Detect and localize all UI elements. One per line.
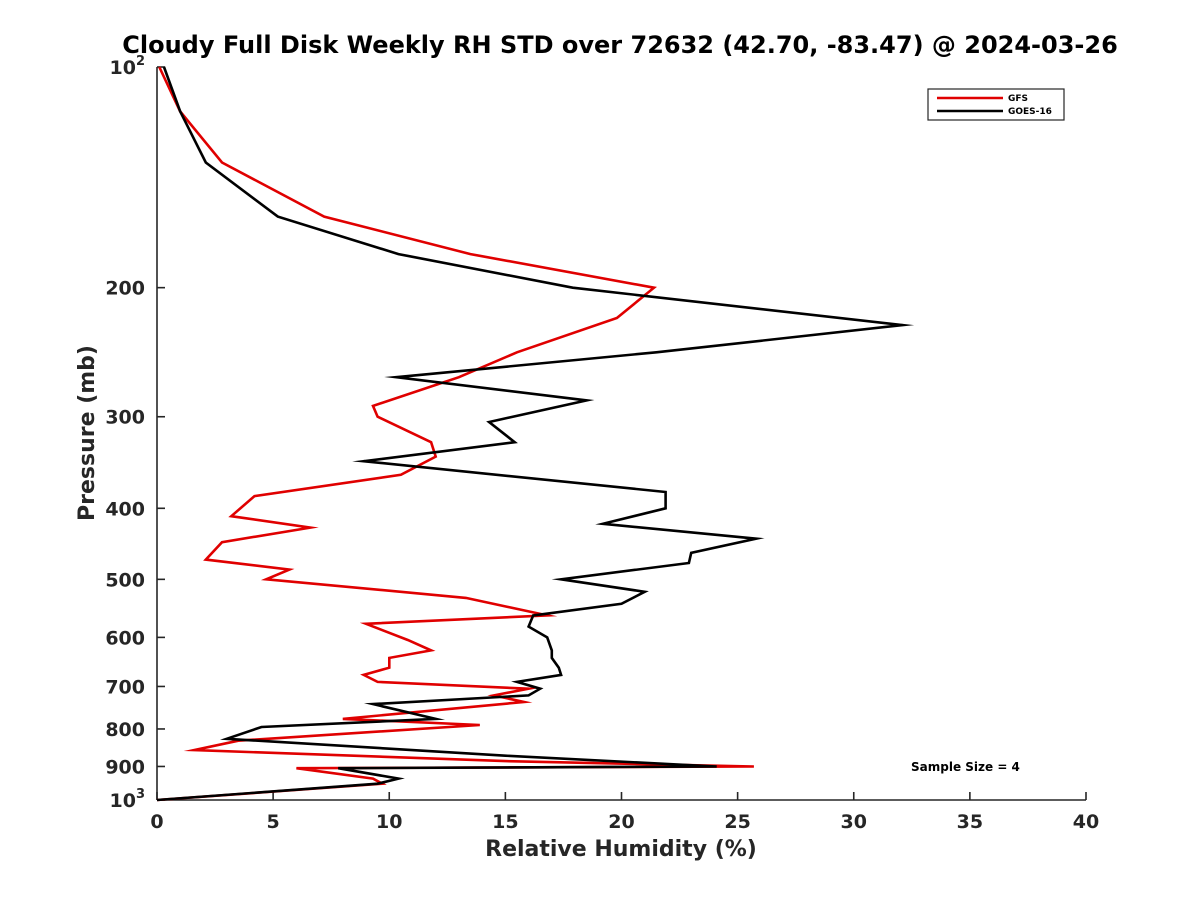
sample-size-annotation: Sample Size = 4 bbox=[911, 760, 1020, 774]
x-tick-label-5: 5 bbox=[267, 811, 280, 833]
y-tick-label-700: 700 bbox=[105, 676, 145, 698]
y-tick-label-400: 400 bbox=[105, 498, 145, 520]
x-tick-label-30: 30 bbox=[841, 811, 867, 833]
legend-box bbox=[927, 88, 1065, 121]
x-tick-label-20: 20 bbox=[608, 811, 634, 833]
x-tick-label-40: 40 bbox=[1073, 811, 1099, 833]
y-tick-label-800: 800 bbox=[105, 719, 145, 741]
y-tick-label-300: 300 bbox=[105, 407, 145, 429]
y-tick-label-100: 102 bbox=[110, 54, 146, 79]
x-tick-label-10: 10 bbox=[376, 811, 402, 833]
series-line-goes16 bbox=[156, 66, 915, 802]
y-ticks: 102 200 300 400 500 600 700 800 900 103 bbox=[105, 54, 165, 812]
y-tick-label-200: 200 bbox=[105, 278, 145, 300]
series-line-gfs bbox=[156, 66, 754, 802]
x-tick-label-25: 25 bbox=[724, 811, 750, 833]
y-tick-label-600: 600 bbox=[105, 627, 145, 649]
x-tick-label-0: 0 bbox=[150, 811, 163, 833]
x-tick-label-35: 35 bbox=[957, 811, 983, 833]
chart-title: Cloudy Full Disk Weekly RH STD over 7263… bbox=[122, 31, 1118, 59]
legend-label-goes16: GOES-16 bbox=[1008, 107, 1052, 117]
y-tick-label-1000: 103 bbox=[110, 787, 146, 812]
x-ticks: 0 5 10 15 20 25 30 35 40 bbox=[150, 792, 1099, 833]
y-tick-label-900: 900 bbox=[105, 756, 145, 778]
series-layer bbox=[156, 66, 915, 802]
x-axis-label: Relative Humidity (%) bbox=[485, 837, 757, 862]
x-tick-label-15: 15 bbox=[492, 811, 518, 833]
y-axis-label: Pressure (mb) bbox=[75, 345, 100, 521]
legend: GFS GOES-16 bbox=[927, 88, 1065, 121]
y-tick-label-500: 500 bbox=[105, 569, 145, 591]
legend-label-gfs: GFS bbox=[1008, 94, 1028, 104]
